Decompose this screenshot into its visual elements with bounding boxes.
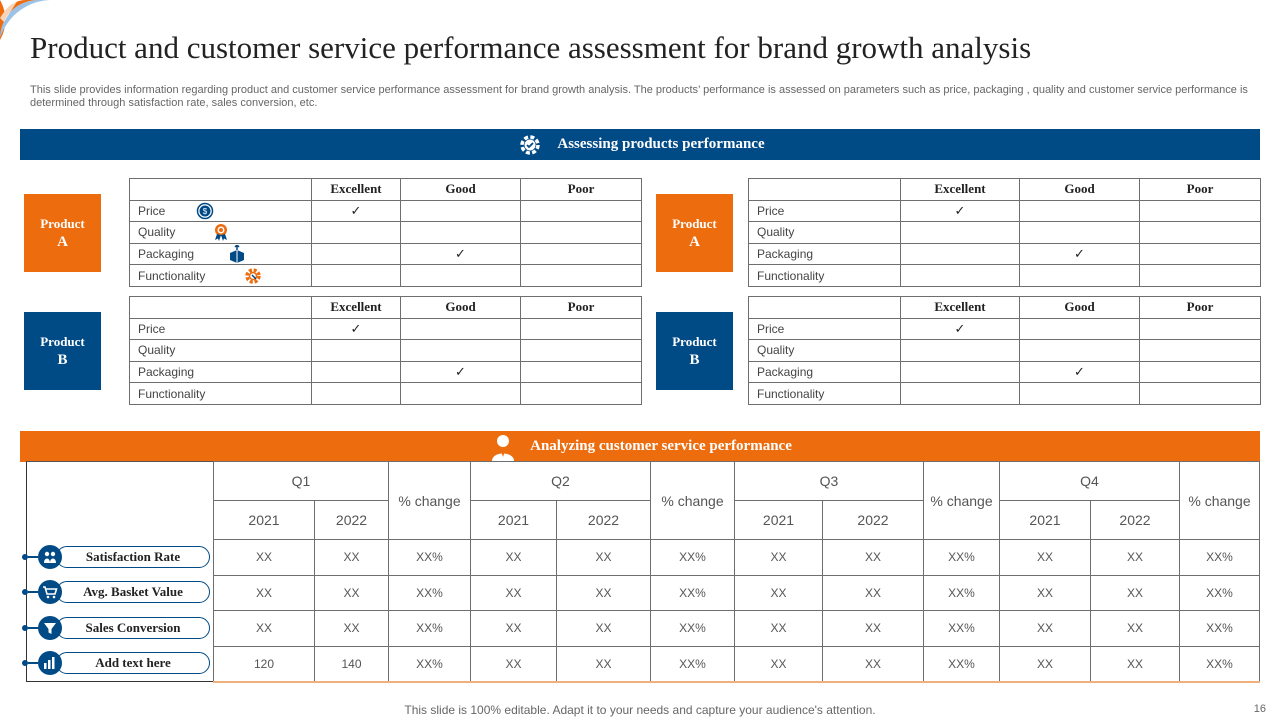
table-cell: XX <box>734 645 823 683</box>
table-cell: XX% <box>388 645 471 683</box>
product-a-table-left: Excellent Good Poor Price $ ✓ Quality Pa… <box>129 178 642 287</box>
table-cell: XX <box>556 610 651 647</box>
table-cell: XX <box>314 539 389 576</box>
product-b-table-left: Excellent Good Poor Price ✓ Quality Packa… <box>129 296 642 405</box>
table-cell: XX% <box>923 610 1000 647</box>
footer-note: This slide is 100% editable. Adapt it to… <box>404 703 876 717</box>
table-cell: XX% <box>1179 574 1260 611</box>
table-cell: XX% <box>388 539 471 576</box>
table-cell: XX <box>822 574 924 611</box>
product-b-label-left: Product B <box>24 312 101 390</box>
products-banner-label: Assessing products performance <box>557 136 765 152</box>
table-cell: XX% <box>650 539 735 576</box>
table-cell: XX <box>734 610 823 647</box>
metric-add-text: Add text here <box>22 651 210 675</box>
table-cell: XX <box>999 574 1091 611</box>
customer-person-icon <box>488 432 518 462</box>
metric-avg-basket-value: Avg. Basket Value <box>22 580 210 604</box>
table-cell: 140 <box>314 645 389 683</box>
metric-sales-conversion: Sales Conversion <box>22 616 210 640</box>
table-cell: XX <box>1090 539 1180 576</box>
table-cell: XX <box>556 539 651 576</box>
product-b-table-right: Excellent Good Poor Price ✓ Quality Packa… <box>748 296 1261 405</box>
table-cell: XX <box>314 574 389 611</box>
funnel-icon <box>38 616 62 640</box>
table-row: XX XX XX% XX XX XX% XX XX XX% XX XX XX% <box>213 574 1260 611</box>
products-banner: Assessing products performance <box>20 129 1260 160</box>
table-cell: XX <box>1090 574 1180 611</box>
product-b-label-right: Product B <box>656 312 733 390</box>
table-row: XX XX XX% XX XX XX% XX XX XX% XX XX XX% <box>213 610 1260 647</box>
product-a-label-left: Product A <box>24 194 101 272</box>
table-row: XX XX XX% XX XX XX% XX XX XX% XX XX XX% <box>213 539 1260 576</box>
table-row: 120 140 XX% XX XX XX% XX XX XX% XX XX XX% <box>213 645 1260 683</box>
table-cell: XX <box>213 610 315 647</box>
table-cell: XX% <box>650 610 735 647</box>
table-cell: XX <box>213 574 315 611</box>
package-box-icon <box>230 245 244 264</box>
table-cell: 120 <box>213 645 315 683</box>
table-cell: XX% <box>1179 645 1260 683</box>
metric-satisfaction-rate: Satisfaction Rate <box>22 545 210 569</box>
page-title: Product and customer service performance… <box>30 30 1032 65</box>
table-cell: XX <box>470 645 557 683</box>
customer-banner: Analyzing customer service performance <box>20 431 1260 462</box>
table-cell: XX% <box>1179 539 1260 576</box>
table-cell: XX% <box>388 574 471 611</box>
dollar-coin-icon: $ <box>196 202 214 220</box>
product-a-table-right: Excellent Good Poor Price ✓ Quality Packa… <box>748 178 1261 287</box>
table-cell: XX <box>556 645 651 683</box>
table-cell: XX <box>470 574 557 611</box>
table-cell: XX <box>999 539 1091 576</box>
table-cell: XX <box>213 539 315 576</box>
bar-chart-icon <box>38 651 62 675</box>
svg-text:$: $ <box>203 207 208 216</box>
table-cell: XX <box>734 574 823 611</box>
table-cell: XX <box>470 610 557 647</box>
product-a-label-right: Product A <box>656 194 733 272</box>
table-cell: XX <box>314 610 389 647</box>
page-number: 16 <box>1253 703 1266 715</box>
table-cell: XX% <box>923 539 1000 576</box>
table-cell: XX% <box>650 574 735 611</box>
table-cell: XX% <box>923 645 1000 683</box>
table-cell: XX <box>822 645 924 683</box>
table-cell: XX <box>822 610 924 647</box>
table-cell: XX <box>999 645 1091 683</box>
customer-banner-label: Analyzing customer service performance <box>530 438 792 454</box>
table-cell: XX <box>734 539 823 576</box>
table-cell: XX% <box>388 610 471 647</box>
people-icon <box>38 545 62 569</box>
metrics-column <box>26 461 214 682</box>
table-cell: XX <box>999 610 1091 647</box>
table-cell: XX% <box>650 645 735 683</box>
table-cell: XX% <box>1179 610 1260 647</box>
table-cell: XX <box>1090 645 1180 683</box>
table-cell: XX <box>556 574 651 611</box>
quality-badge-icon <box>215 224 227 242</box>
table-cell: XX <box>822 539 924 576</box>
table-cell: XX <box>1090 610 1180 647</box>
corner-decoration <box>0 0 55 40</box>
gear-check-icon <box>515 130 545 160</box>
functionality-gear-icon <box>245 267 261 284</box>
table-cell: XX% <box>923 574 1000 611</box>
shopping-cart-icon <box>38 580 62 604</box>
table-cell: XX <box>470 539 557 576</box>
page-subtitle: This slide provides information regardin… <box>30 84 1248 109</box>
customer-service-table: Q1 % change Q2 % change Q3 % change Q4 %… <box>213 461 1260 683</box>
